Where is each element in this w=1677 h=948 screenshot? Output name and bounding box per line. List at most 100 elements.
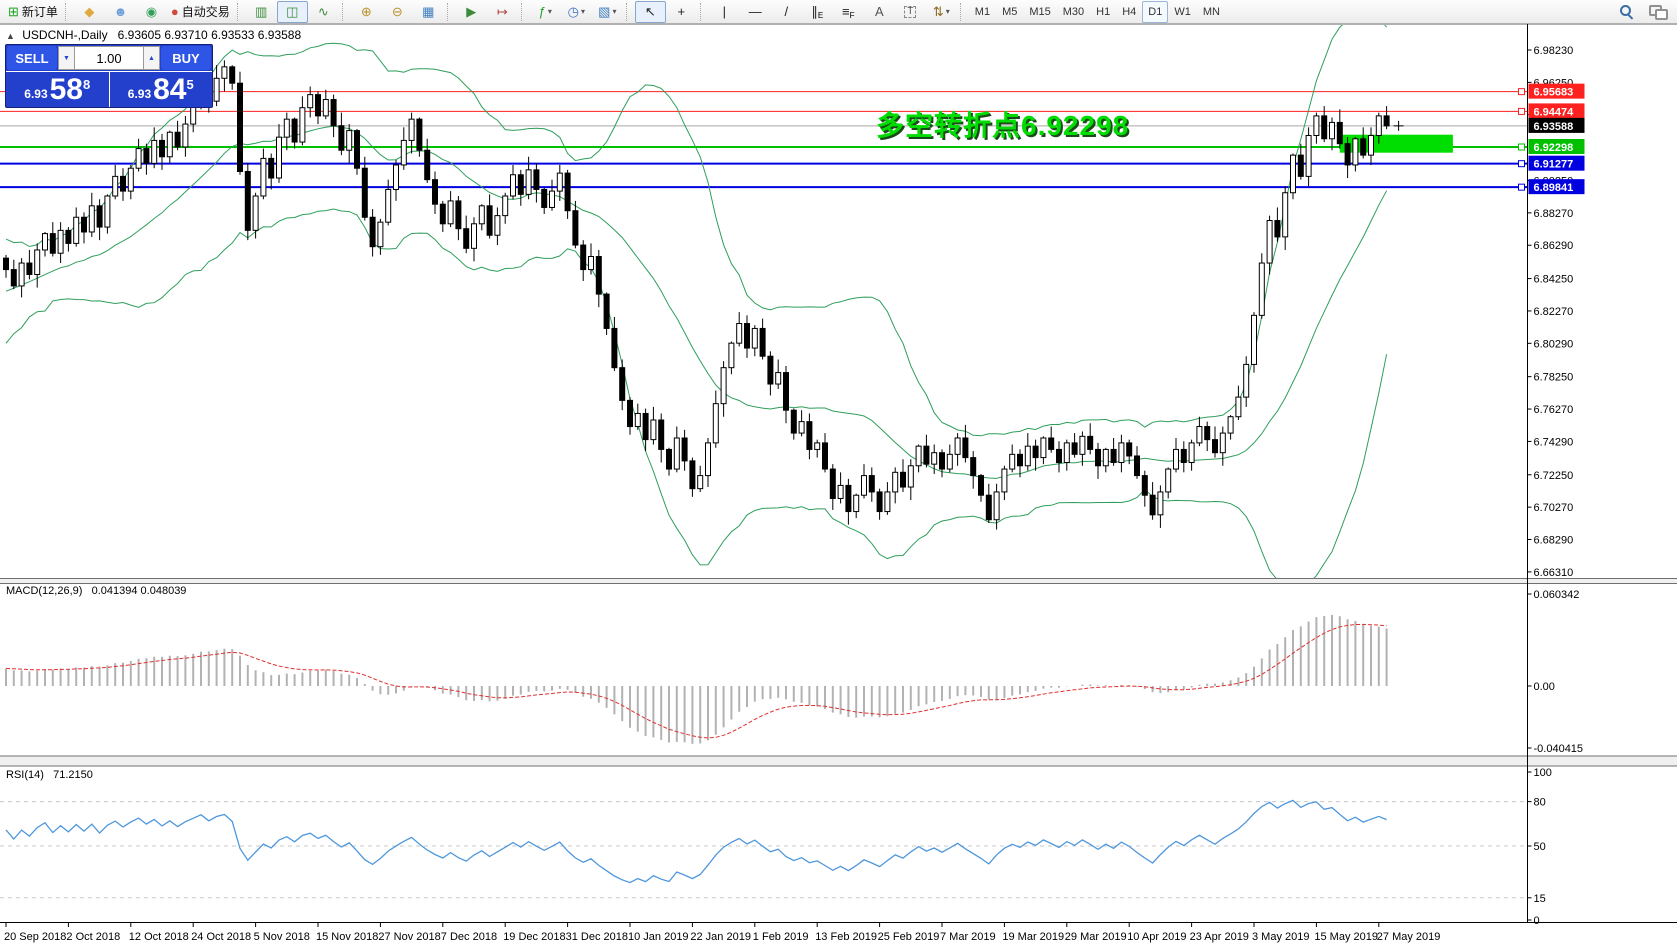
hline-handle[interactable] (1518, 183, 1525, 191)
bull-candle-body (221, 66, 228, 79)
volume-input[interactable]: 1.00 (75, 46, 143, 70)
fibonacci-button[interactable]: ≡ F (833, 1, 864, 23)
hline-handle[interactable] (1518, 143, 1525, 151)
bear-candle-body (1087, 435, 1094, 450)
chart-shift-button[interactable]: ↦ (487, 1, 518, 23)
collapse-icon[interactable]: ▲ (6, 31, 15, 41)
bear-candle-body (291, 118, 298, 143)
timeframe-m1[interactable]: M1 (974, 5, 991, 18)
timeframe-mn[interactable]: MN (1202, 5, 1220, 18)
equidistant-channel-button[interactable]: ∥ E (802, 1, 833, 23)
support-chat-button[interactable]: ☻ (105, 1, 136, 23)
macd-axis-label: -0.040415 (1534, 743, 1584, 755)
zoom-out-button[interactable]: ⊖ (382, 1, 413, 23)
chat-button[interactable] (1642, 1, 1673, 23)
bull-candle-body (471, 223, 477, 249)
date-tick-label: 12 Oct 2018 (129, 931, 189, 943)
vertical-line-button[interactable]: | (709, 1, 740, 23)
templates-dropdown-icon[interactable]: ▾ (612, 6, 617, 16)
bar-chart-button[interactable]: ▥ (246, 1, 277, 23)
gold-button[interactable]: ◆ (74, 1, 105, 23)
current-price-badge (1528, 117, 1585, 133)
bull-candle-body (946, 453, 953, 470)
bull-candle-body (307, 94, 314, 109)
date-tick-label: 20 Sep 2018 (4, 931, 66, 943)
periods-dropdown-icon[interactable]: ▾ (580, 6, 585, 16)
sell-button[interactable]: SELL (7, 46, 57, 70)
volume-down-button[interactable]: ▼ (58, 46, 75, 70)
bull-candle-body (283, 118, 290, 138)
timeframe-h4[interactable]: H4 (1122, 5, 1137, 18)
timeframe-m5[interactable]: M5 (1002, 5, 1018, 18)
tile-windows-button[interactable]: ▦ (413, 1, 444, 23)
line-chart-button[interactable]: ∿ (308, 1, 339, 23)
chart-annotation[interactable]: 多空转折点6.92298 (876, 110, 1130, 141)
bear-candle-body (120, 175, 126, 192)
bull-candle-body (1290, 154, 1296, 194)
timeframe-d1[interactable]: D1 (1142, 0, 1169, 23)
level-price-badge-text: 6.89841 (1534, 182, 1574, 194)
bull-candle-body (931, 452, 938, 465)
arrows-button[interactable]: ⇅ ▾ (926, 1, 957, 23)
zoom-in-button[interactable]: ⊕ (351, 1, 382, 23)
hline-handle[interactable] (1518, 160, 1525, 168)
bull-candle-body (736, 323, 743, 344)
bear-candle-body (572, 210, 579, 246)
bear-candle-body (619, 367, 626, 401)
bear-candle-body (463, 228, 470, 249)
crosshair-icon: + (677, 4, 686, 19)
bull-candle-body (346, 130, 353, 151)
bear-candle-body (424, 149, 431, 181)
search-button[interactable] (1611, 1, 1642, 23)
toolbar-separator (64, 2, 70, 21)
text-button[interactable]: A (864, 1, 895, 23)
date-tick-label: 15 May 2019 (1314, 931, 1378, 943)
periods-button[interactable]: ◷ ▾ (561, 1, 592, 23)
bull-candle-body (260, 157, 267, 197)
trendline-button[interactable]: / (771, 1, 802, 23)
date-tick-label: 19 Dec 2018 (503, 931, 565, 943)
bear-candle-body (1344, 143, 1351, 166)
level-price-badge (1528, 155, 1585, 171)
new-order-label: 新订单 (21, 4, 58, 19)
bear-candle-body (361, 167, 368, 218)
volume-up-button[interactable]: ▲ (143, 46, 160, 70)
templates-button[interactable]: ▧ ▾ (592, 1, 623, 23)
hline-handle[interactable] (1518, 107, 1525, 115)
indicators-dropdown-icon[interactable]: ▾ (547, 6, 552, 16)
crosshair-button[interactable]: + (666, 1, 697, 23)
timeframe-h1[interactable]: H1 (1096, 5, 1111, 18)
indicators-button[interactable]: ƒ ▾ (530, 1, 561, 23)
new-order-button[interactable]: ⊞ 新订单 (4, 1, 62, 23)
timeframe-w1[interactable]: W1 (1174, 5, 1191, 18)
candlestick-chart-button[interactable]: ◫ (276, 0, 308, 23)
horizontal-line-button[interactable]: — (740, 1, 771, 23)
bull-candle-body (502, 195, 509, 217)
signals-button[interactable]: ◉ (136, 1, 167, 23)
hline-handle[interactable] (1518, 88, 1525, 96)
bull-candle-body (1165, 468, 1172, 493)
bear-candle-body (783, 372, 789, 411)
timeframe-m30[interactable]: M30 (1062, 5, 1085, 18)
bull-candle-body (705, 442, 711, 477)
autotrading-button[interactable]: ● 自动交易 (167, 1, 234, 23)
cursor-button[interactable]: ↖ (634, 0, 666, 23)
buy-price-sup: 5 (186, 76, 194, 92)
buy-button[interactable]: BUY (161, 46, 211, 70)
bollinger-lower-band (5, 208, 1388, 578)
bull-candle-body (775, 372, 782, 385)
sell-price[interactable]: 6.93 58 8 (6, 72, 110, 107)
timeframe-m15[interactable]: M15 (1029, 5, 1051, 18)
buy-price[interactable]: 6.93 84 5 (110, 72, 213, 107)
arrows-dropdown-icon[interactable]: ▾ (945, 6, 950, 16)
panel-splitter[interactable] (0, 578, 1677, 583)
level-price-badge-text: 6.91277 (1534, 159, 1574, 171)
price-tick-label: 6.86290 (1534, 240, 1574, 252)
price-tick-label: 6.70270 (1534, 502, 1574, 514)
auto-scroll-button[interactable]: ▶ (456, 1, 487, 23)
bear-candle-body (143, 148, 150, 164)
bear-candle-body (330, 99, 337, 127)
bull-candle-body (1305, 135, 1312, 177)
panel-splitter[interactable] (0, 755, 1677, 766)
text-label-button[interactable]: T (895, 1, 926, 23)
